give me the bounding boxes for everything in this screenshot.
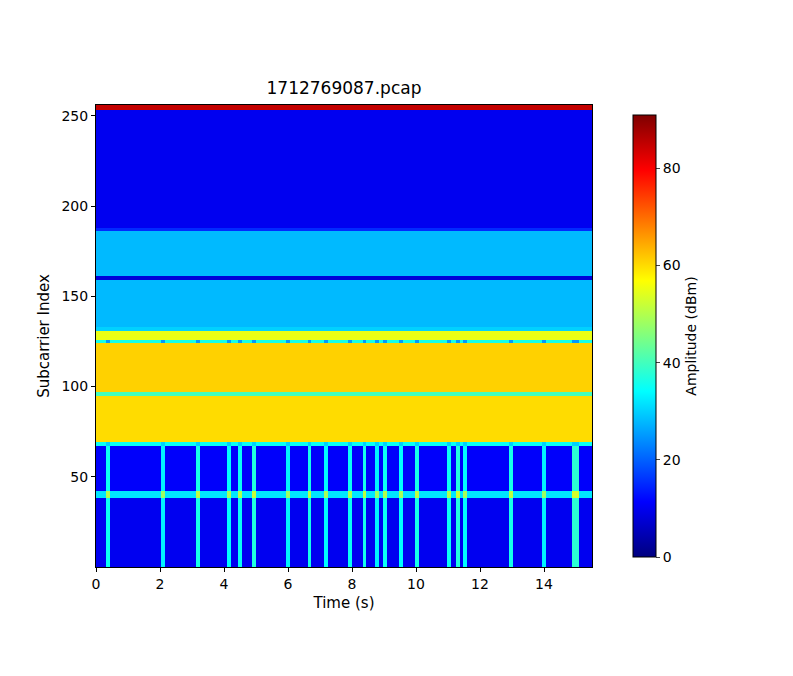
svg-text:150: 150: [61, 288, 88, 304]
svg-text:0: 0: [92, 576, 101, 592]
svg-text:14: 14: [535, 576, 553, 592]
svg-text:8: 8: [348, 576, 357, 592]
svg-text:50: 50: [70, 469, 88, 485]
svg-text:40: 40: [663, 355, 681, 371]
svg-text:200: 200: [61, 198, 88, 214]
svg-text:0: 0: [663, 549, 672, 565]
svg-text:100: 100: [61, 378, 88, 394]
svg-text:20: 20: [663, 452, 681, 468]
svg-text:10: 10: [407, 576, 425, 592]
svg-text:6: 6: [284, 576, 293, 592]
svg-text:Time (s): Time (s): [313, 594, 375, 612]
svg-text:Subcarrier Index: Subcarrier Index: [35, 274, 53, 398]
svg-text:4: 4: [220, 576, 229, 592]
svg-text:12: 12: [471, 576, 489, 592]
svg-text:80: 80: [663, 160, 681, 176]
svg-text:1712769087.pcap: 1712769087.pcap: [267, 78, 422, 98]
svg-text:60: 60: [663, 257, 681, 273]
svg-text:Amplitude (dBm): Amplitude (dBm): [683, 276, 699, 395]
svg-text:2: 2: [156, 576, 165, 592]
svg-text:250: 250: [61, 108, 88, 124]
